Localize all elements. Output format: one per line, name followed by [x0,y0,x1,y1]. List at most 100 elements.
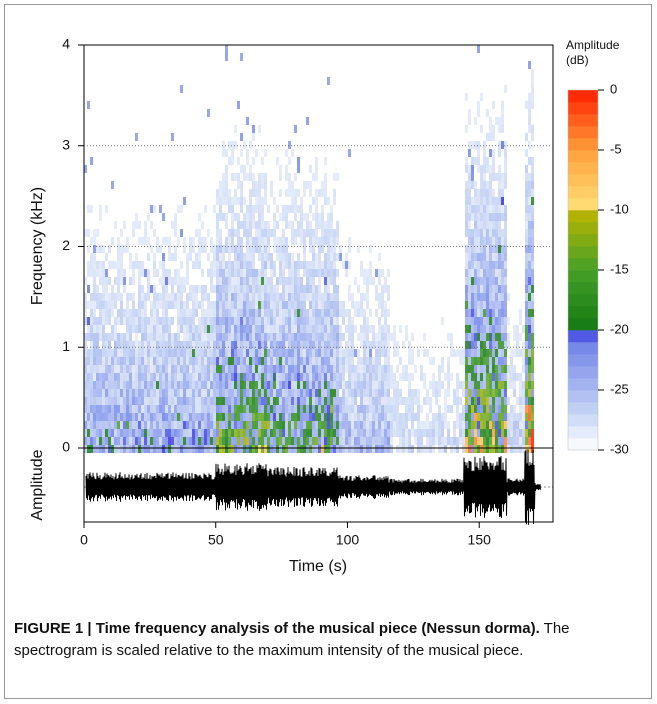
spectrogram-cell [153,429,156,437]
spectrogram-cell [345,389,348,397]
spectrogram-cell [135,429,138,437]
spectrogram-cell [294,189,297,197]
spectrogram-cell [246,301,249,309]
spectrogram-cell [90,437,93,445]
spectrogram-cell [522,357,525,365]
spectrogram-cell [483,445,486,453]
spectrogram-cell [330,405,333,413]
spectrogram-cell [504,85,507,93]
spectrogram-cell [186,317,189,325]
spectrogram-cell [90,157,93,165]
spectrogram-cell [192,389,195,397]
spectrogram-cell [231,341,234,349]
spectrogram-cell [432,437,435,445]
spectrogram-cell [288,421,291,429]
spectrogram-cell [183,285,186,293]
spectrogram-cell [342,389,345,397]
spectrogram-cell [297,341,300,349]
spectrogram-cell [303,405,306,413]
spectrogram-cell [261,213,264,221]
spectrogram-cell [198,437,201,445]
spectrogram-cell [492,261,495,269]
spectrogram-cell [270,269,273,277]
spectrogram-cell [492,413,495,421]
spectrogram-cell [216,405,219,413]
spectrogram-cell [360,269,363,277]
spectrogram-cell [498,245,501,253]
spectrogram-cell [126,413,129,421]
spectrogram-cell [453,397,456,405]
spectrogram-cell [276,293,279,301]
spectrogram-cell [114,437,117,445]
spectrogram-cell [96,381,99,389]
spectrogram-cell [192,437,195,445]
spectrogram-cell [228,141,231,149]
spectrogram-cell [474,397,477,405]
spectrogram-cell [276,381,279,389]
spectrogram-cell [408,373,411,381]
spectrogram-cell [105,421,108,429]
spectrogram-cell [252,317,255,325]
spectrogram-cell [297,389,300,397]
spectrogram-cell [225,365,228,373]
spectrogram-cell [210,349,213,357]
spectrogram-cell [528,277,531,285]
colorbar-tick-label: -30 [610,441,629,456]
spectrogram-cell [84,405,87,413]
spectrogram-cell [144,325,147,333]
spectrogram-cell [477,325,480,333]
spectrogram-cell [393,389,396,397]
spectrogram-cell [390,381,393,389]
spectrogram-cell [504,373,507,381]
spectrogram-cell [288,285,291,293]
spectrogram-cell [294,261,297,269]
spectrogram-cell [477,261,480,269]
spectrogram-cell [249,269,252,277]
spectrogram-cell [153,421,156,429]
spectrogram-cell [462,357,465,365]
spectrogram-cell [441,365,444,373]
spectrogram-cell [96,365,99,373]
spectrogram-cell [129,333,132,341]
spectrogram-cell [312,405,315,413]
spectrogram-cell [474,317,477,325]
spectrogram-cell [489,365,492,373]
spectrogram-cell [306,349,309,357]
spectrogram-cell [396,381,399,389]
spectrogram-cell [372,341,375,349]
spectrogram-cell [264,229,267,237]
spectrogram-cell [465,181,468,189]
spectrogram-cell [135,213,138,221]
spectrogram-cell [171,221,174,229]
spectrogram-cell [300,421,303,429]
spectrogram-cell [243,349,246,357]
spectrogram-cell [198,389,201,397]
spectrogram-cell [159,437,162,445]
spectrogram-cell [99,357,102,365]
spectrogram-cell [312,237,315,245]
spectrogram-cell [111,429,114,437]
spectrogram-cell [282,309,285,317]
spectrogram-cell [330,381,333,389]
spectrogram-cell [114,429,117,437]
spectrogram-cell [291,365,294,373]
spectrogram-cell [504,181,507,189]
spectrogram-cell [231,157,234,165]
spectrogram-cell [300,285,303,293]
spectrogram-cell [252,133,255,141]
spectrogram-cell [93,389,96,397]
spectrogram-cell [222,261,225,269]
spectrogram-cell [213,349,216,357]
spectrogram-cell [261,325,264,333]
spectrogram-cell [474,229,477,237]
spectrogram-cell [471,269,474,277]
spectrogram-cell [297,221,300,229]
spectrogram-cell [474,277,477,285]
spectrogram-cell [465,93,468,101]
spectrogram-cell [261,397,264,405]
spectrogram-cell [264,293,267,301]
spectrogram-cell [123,269,126,277]
spectrogram-cell [477,213,480,221]
spectrogram-cell [141,285,144,293]
spectrogram-cell [324,413,327,421]
